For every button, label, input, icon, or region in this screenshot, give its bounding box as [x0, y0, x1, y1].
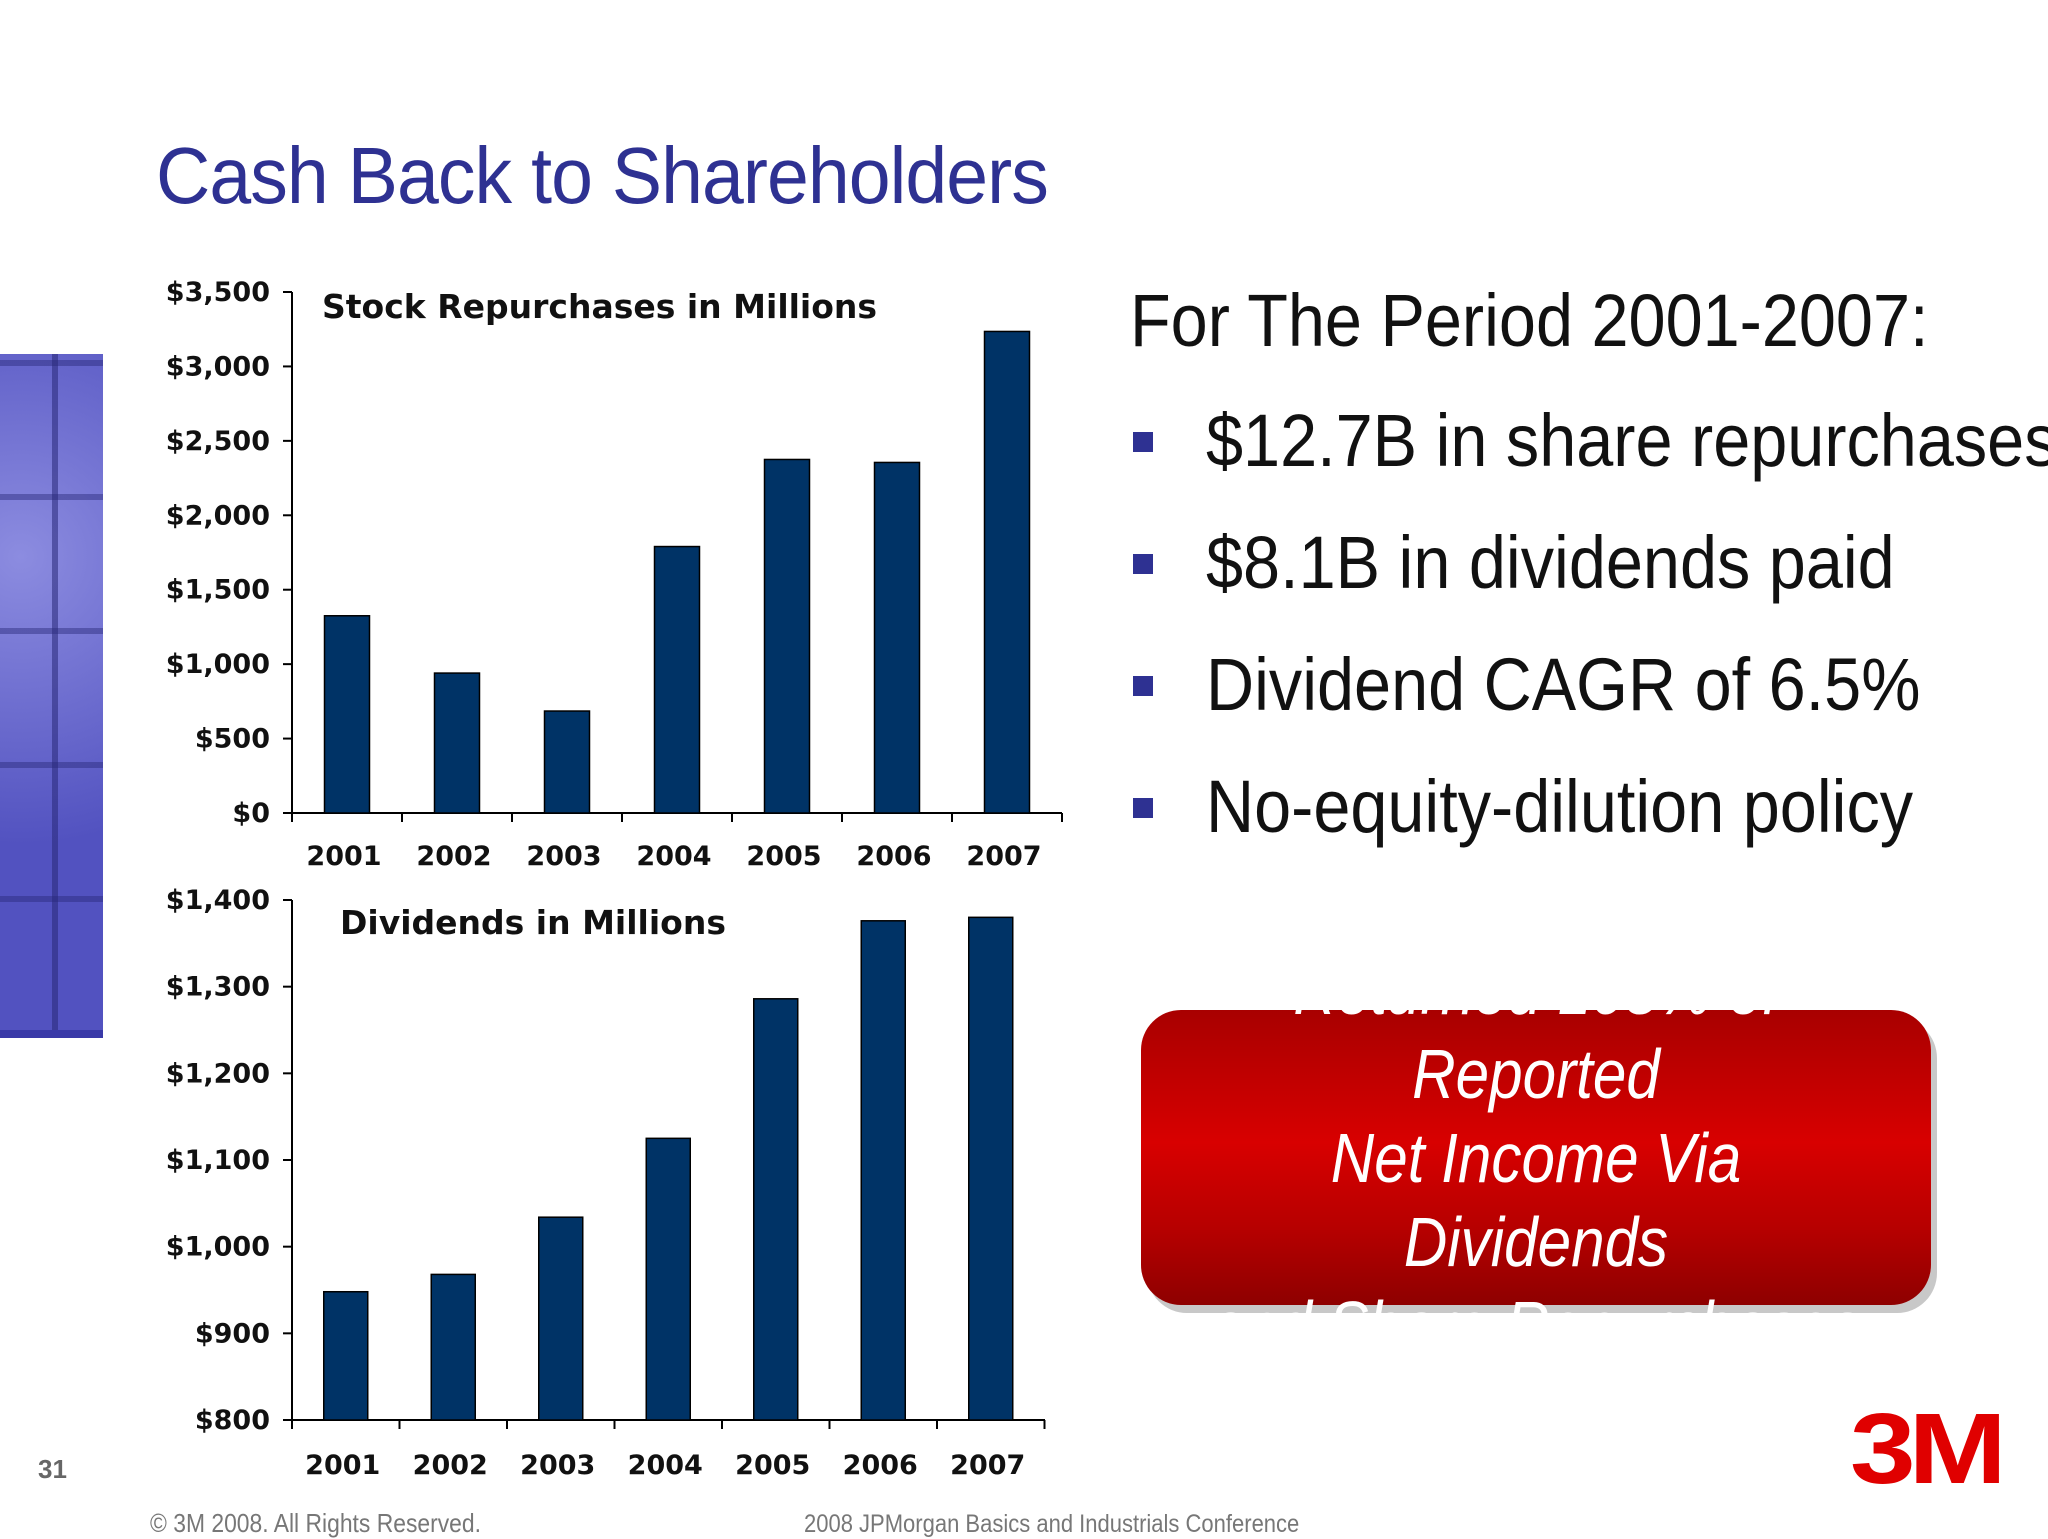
bar-2007 [983, 330, 1031, 814]
square-bullet-icon [1133, 676, 1153, 696]
conference-name: 2008 JPMorgan Basics and Industrials Con… [804, 1510, 1300, 1538]
summary-bullet-list: $12.7B in share repurchases $8.1B in div… [1130, 398, 2048, 886]
bullet-text: $8.1B in dividends paid [1206, 521, 1895, 604]
x-tick-label: 2006 [856, 841, 931, 872]
x-tick-label: 2002 [416, 841, 491, 872]
x-tick-label: 2001 [305, 1450, 380, 1480]
bar-2006 [873, 461, 921, 814]
y-tick-label: $800 [195, 1405, 270, 1436]
y-tick-label: $2,000 [166, 500, 270, 531]
y-tick-label: $500 [195, 724, 270, 755]
page-number: 31 [38, 1454, 67, 1484]
y-tick-label: $3,500 [166, 277, 270, 308]
callout-box: Returned 108% of Reported Net Income Via… [1141, 951, 1931, 1365]
bar-2003 [543, 710, 591, 814]
bullet-item: $8.1B in dividends paid [1130, 520, 2048, 642]
bar-2005 [763, 458, 811, 814]
square-bullet-icon [1133, 432, 1153, 452]
bar-2006 [860, 920, 906, 1421]
x-tick-label: 2004 [636, 841, 711, 872]
square-bullet-icon [1133, 798, 1153, 818]
bar-2001 [323, 615, 371, 814]
bullet-text: No-equity-dilution policy [1206, 765, 1914, 848]
decorative-building-image [0, 354, 103, 1038]
x-tick-label: 2007 [966, 841, 1041, 872]
bar-2004 [653, 545, 701, 814]
bullet-item: Dividend CAGR of 6.5% [1130, 642, 2048, 764]
bar-2002 [433, 672, 481, 814]
x-tick-label: 2003 [520, 1450, 595, 1480]
dividends-chart: $800 $900 $1,000 $1,100 $1,200 $1,300 $1,400 20… [166, 885, 1046, 1480]
bullet-text: Dividend CAGR of 6.5% [1206, 643, 1921, 726]
slide-title: Cash Back to Shareholders [156, 131, 1049, 220]
y-tick-label: $1,300 [166, 972, 270, 1003]
callout-text: Returned 108% of Reported Net Income Via… [1196, 948, 1875, 1368]
bar-2004 [645, 1137, 691, 1421]
x-tick-label: 2007 [950, 1450, 1025, 1480]
y-tick-label: $1,100 [166, 1145, 270, 1176]
callout-line: Net Income Via Dividends [1330, 1118, 1742, 1281]
callout-line: and Share Repurchases [1211, 1286, 1861, 1365]
callout-line: Returned 108% of Reported [1293, 950, 1779, 1113]
y-tick-label: $2,500 [166, 426, 270, 457]
chart-title: Dividends in Millions [340, 903, 726, 942]
square-bullet-icon [1133, 554, 1153, 574]
y-tick-label: $3,000 [166, 351, 270, 382]
bar-2005 [753, 998, 799, 1421]
chart-title: Stock Repurchases in Millions [322, 287, 877, 326]
x-tick-label: 2001 [306, 841, 381, 872]
3m-logo: 3M [1850, 1393, 2007, 1505]
bar-2001 [323, 1290, 369, 1421]
stock-repurchases-chart: $0 $500 $1,000 $1,500 $2,000 $2,500 $3,000 $3,5… [166, 277, 1063, 872]
x-tick-label: 2006 [843, 1450, 918, 1480]
y-tick-label: $1,400 [166, 885, 270, 916]
x-tick-label: 2004 [628, 1450, 703, 1480]
bullet-item: $12.7B in share repurchases [1130, 398, 2048, 520]
bullet-text: $12.7B in share repurchases [1206, 399, 2048, 482]
bar-2002 [430, 1273, 476, 1421]
y-tick-label: $1,000 [166, 649, 270, 680]
bullet-item: No-equity-dilution policy [1130, 764, 2048, 886]
y-tick-label: $1,200 [166, 1058, 270, 1089]
y-tick-label: $1,500 [166, 575, 270, 606]
x-tick-label: 2003 [526, 841, 601, 872]
copyright-notice: © 3M 2008. All Rights Reserved. [150, 1508, 481, 1538]
x-tick-label: 2005 [735, 1450, 810, 1480]
y-tick-label: $900 [195, 1318, 270, 1349]
y-tick-label: $0 [232, 798, 270, 829]
x-tick-label: 2002 [413, 1450, 488, 1480]
bar-2003 [538, 1216, 584, 1421]
bar-2007 [968, 916, 1014, 1421]
x-tick-label: 2005 [746, 841, 821, 872]
y-tick-label: $1,000 [166, 1232, 270, 1263]
summary-heading: For The Period 2001-2007: [1130, 279, 1929, 362]
